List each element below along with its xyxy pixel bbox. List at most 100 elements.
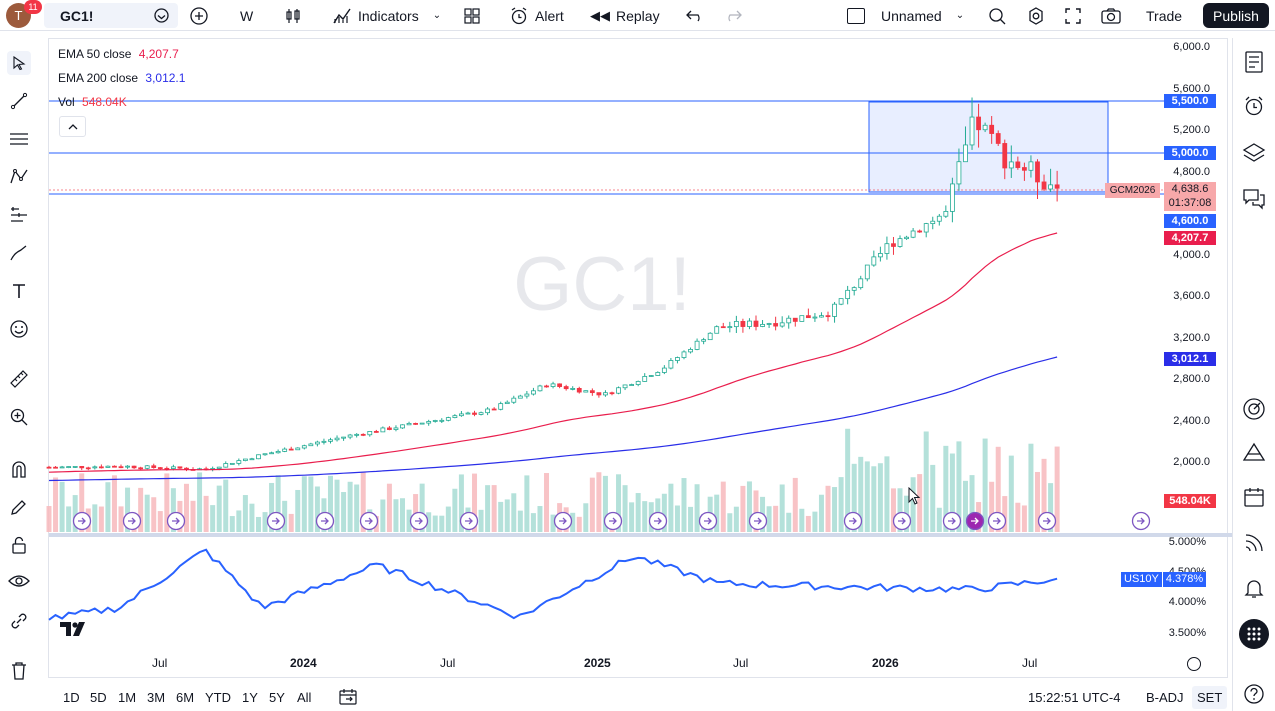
candle-body bbox=[177, 466, 183, 469]
range-all[interactable]: All bbox=[297, 690, 312, 705]
volume-bar bbox=[661, 493, 667, 532]
alerts-clock-icon[interactable] bbox=[1241, 93, 1267, 119]
ruler-icon[interactable] bbox=[7, 367, 31, 391]
volume-bar bbox=[740, 485, 746, 532]
chart-type-button[interactable] bbox=[284, 0, 302, 31]
range-ytd[interactable]: YTD bbox=[205, 690, 231, 705]
candle-body bbox=[779, 322, 785, 327]
volume-bar bbox=[269, 482, 275, 532]
legend-ema50[interactable]: EMA 50 close 4,207.7 bbox=[58, 47, 179, 61]
compare-icon[interactable] bbox=[153, 7, 170, 27]
volume-bar bbox=[242, 495, 248, 532]
legend-ema200[interactable]: EMA 200 close 3,012.1 bbox=[58, 71, 185, 85]
price-axis-label: 2,800.0 bbox=[1173, 373, 1210, 385]
fib-retracement-icon[interactable] bbox=[7, 127, 31, 151]
fullscreen-button[interactable] bbox=[1064, 0, 1082, 31]
chat-icon[interactable] bbox=[1241, 186, 1267, 212]
range-1m[interactable]: 1M bbox=[118, 690, 137, 705]
indicators-button[interactable]: Indicators ⌄ bbox=[332, 0, 441, 31]
arrow-right-icon bbox=[321, 517, 329, 525]
lock-icon[interactable] bbox=[7, 533, 31, 557]
add-symbol-button[interactable] bbox=[189, 0, 209, 31]
eye-icon[interactable] bbox=[7, 569, 31, 593]
magnet-icon[interactable] bbox=[7, 457, 31, 481]
price-range-box[interactable] bbox=[868, 101, 1109, 193]
pencil-lock-icon[interactable] bbox=[7, 495, 31, 519]
symbol-search[interactable]: GC1! bbox=[44, 3, 178, 28]
quick-search-button[interactable] bbox=[987, 0, 1007, 31]
pane-divider[interactable] bbox=[49, 533, 1232, 537]
range-6m[interactable]: 6M bbox=[176, 690, 195, 705]
range-1d[interactable]: 1D bbox=[63, 690, 80, 705]
candle-body bbox=[648, 375, 654, 377]
redo-button[interactable] bbox=[724, 0, 742, 31]
range-5y[interactable]: 5Y bbox=[269, 690, 285, 705]
ideas-icon[interactable] bbox=[1241, 440, 1267, 466]
bell-icon[interactable] bbox=[1241, 575, 1267, 601]
collapse-legend-button[interactable] bbox=[59, 116, 86, 137]
legend-volume[interactable]: Vol 548.04K bbox=[58, 95, 127, 109]
axis-settings-icon[interactable] bbox=[1187, 657, 1201, 671]
trade-button[interactable]: Trade bbox=[1146, 7, 1183, 24]
trash-icon[interactable] bbox=[7, 659, 31, 683]
broadcast-icon[interactable] bbox=[1241, 530, 1267, 556]
range-5d[interactable]: 5D bbox=[90, 690, 107, 705]
layers-icon[interactable] bbox=[1241, 140, 1267, 166]
link-icon[interactable] bbox=[7, 609, 31, 633]
level-5000-tag[interactable]: 5,000.0 bbox=[1164, 146, 1216, 160]
volume-bar bbox=[452, 488, 458, 532]
text-icon[interactable] bbox=[7, 279, 31, 303]
volume-bar bbox=[694, 484, 700, 532]
undo-button[interactable] bbox=[686, 0, 704, 31]
range-1y[interactable]: 1Y bbox=[242, 690, 258, 705]
interval-button[interactable]: W bbox=[240, 7, 254, 24]
candle-body bbox=[805, 315, 811, 319]
session-toggle[interactable]: SET bbox=[1192, 686, 1228, 709]
ema200-legend-label: EMA 200 close bbox=[58, 71, 139, 85]
snapshot-button[interactable] bbox=[1100, 0, 1122, 31]
back-adjust-toggle[interactable]: B-ADJ bbox=[1146, 690, 1184, 705]
zoom-in-icon[interactable] bbox=[7, 405, 31, 429]
trend-line-icon[interactable] bbox=[7, 89, 31, 113]
price-axis-label: 2,400.0 bbox=[1173, 415, 1210, 427]
date-range-icon[interactable] bbox=[338, 688, 358, 709]
target-icon[interactable] bbox=[1241, 396, 1267, 422]
candle-body bbox=[262, 453, 268, 456]
candle-body bbox=[891, 243, 896, 247]
checkbox-square-icon bbox=[847, 7, 865, 24]
alert-button[interactable]: Alert bbox=[509, 0, 564, 31]
settings-button[interactable] bbox=[1026, 0, 1046, 31]
forecast-icon[interactable] bbox=[7, 203, 31, 227]
calendar-icon[interactable] bbox=[1241, 484, 1267, 510]
apps-grid-icon[interactable] bbox=[1239, 619, 1269, 649]
cursor-icon[interactable] bbox=[7, 51, 31, 75]
candle-body bbox=[832, 303, 837, 317]
volume-bar bbox=[314, 486, 320, 532]
publish-button[interactable]: Publish bbox=[1203, 3, 1269, 28]
bottom-toolbar: 1D 5D 1M 3M 6M YTD 1Y 5Y All 15:22:51 UT… bbox=[48, 684, 1228, 711]
volume-bar bbox=[864, 461, 870, 532]
pattern-icon[interactable] bbox=[7, 165, 31, 189]
level-4600-tag[interactable]: 4,600.0 bbox=[1164, 214, 1216, 228]
replay-button[interactable]: ◀◀ Replay bbox=[590, 0, 660, 31]
candle-body bbox=[897, 238, 903, 247]
layouts-button[interactable] bbox=[463, 0, 481, 31]
candle-body bbox=[354, 433, 360, 436]
level-5500-tag[interactable]: 5,500.0 bbox=[1164, 94, 1216, 108]
volume-bar bbox=[622, 485, 628, 532]
help-icon[interactable] bbox=[1241, 681, 1267, 707]
range-3m[interactable]: 3M bbox=[147, 690, 166, 705]
emoji-icon[interactable] bbox=[7, 317, 31, 341]
watchlist-icon[interactable] bbox=[1241, 49, 1267, 75]
candle-body bbox=[766, 323, 772, 325]
volume-bar bbox=[812, 511, 818, 532]
brush-icon[interactable] bbox=[7, 241, 31, 265]
layout-name-button[interactable]: Unnamed ⌄ bbox=[847, 0, 964, 31]
arrow-right-icon bbox=[78, 517, 86, 525]
clock-timezone[interactable]: 15:22:51 UTC-4 bbox=[1028, 690, 1121, 705]
volume-bar bbox=[183, 483, 189, 532]
volume-bar bbox=[818, 494, 824, 532]
candle-body bbox=[301, 445, 307, 449]
volume-bar bbox=[419, 483, 425, 532]
